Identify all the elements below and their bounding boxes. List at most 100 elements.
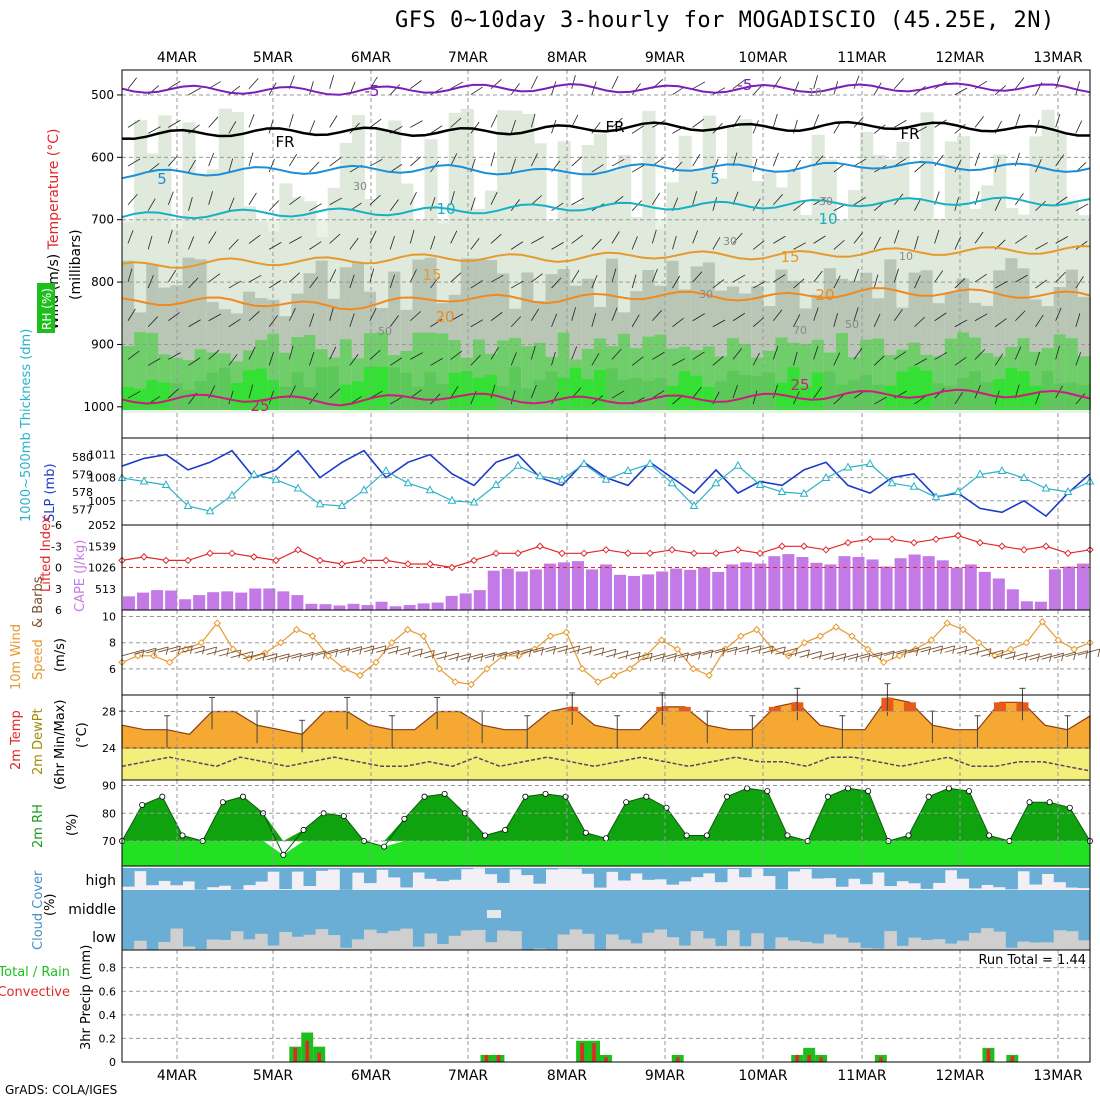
cloud-low-bar [1065,931,1079,950]
surface-wind-barb [359,646,363,655]
wind-barb [692,351,705,360]
cloud-high-bar [654,868,667,880]
run-total-label: Run Total = 1.44 [978,953,1086,968]
surface-wind-barb [339,646,362,654]
cloud-high-bar [884,868,897,887]
cape-bar [333,605,346,610]
wind-barb [873,124,886,134]
wind-barb [873,355,885,366]
rh-marker [724,793,731,800]
cloud-high-bar [158,868,171,881]
isotherm-line [121,287,1091,311]
wind-barb [591,238,602,250]
surface-wind-barb [928,646,931,655]
thickness-marker [139,476,149,485]
cape-bar [459,593,472,610]
wind-barb [591,274,598,289]
cloud-high-label: high [85,873,116,889]
rh-marker [643,793,650,800]
wind-speed-marker [864,645,872,653]
cape-bar [684,569,697,610]
wind-barb [1055,154,1065,167]
wind-barb [1035,351,1040,366]
isotherm-label: 5 [710,170,720,188]
rh-base-fill [122,841,1090,866]
wind-barb [873,396,887,405]
cape-bar [599,564,613,610]
cloud-low-bar [1053,930,1067,950]
surface-wind-barb [1017,653,1040,661]
cape-bar [992,578,1005,610]
cape-bar [1006,589,1019,610]
surface-wind-barb [177,645,181,655]
wind-barb [389,164,403,173]
thickness-marker [579,458,589,467]
isotherm-line [121,388,1091,407]
surface-wind-barb [1005,652,1028,660]
rh-column [872,384,886,410]
precip-ylabel: 3hr Precip (mm) [79,945,94,1050]
wind-barb [369,76,378,89]
wind-barb [1075,393,1086,405]
wind-barb [510,316,522,328]
surface-wind-barb [980,649,1004,657]
wind-barb [1035,314,1044,327]
rh-contour-label: 10 [899,250,913,263]
temp-tick: 24 [102,742,116,755]
wind-barb [974,313,988,322]
cloud-low-bar [557,934,571,950]
cloud-high-bar [134,868,147,872]
surface-wind-barb [666,652,689,660]
surface-wind-barb [775,647,798,655]
wind-barb [510,158,516,173]
cloud-high-bar [557,868,571,869]
rh-column [642,380,656,410]
wind-barb [611,348,622,360]
thickness-tick: 579 [72,469,93,482]
rh-column [884,385,898,410]
cloud-low-bar [364,929,377,950]
wind-barb [692,118,705,128]
cloud-high-bar [593,868,607,888]
wind-barb [672,317,684,328]
wind-speed-marker [372,658,380,667]
rh-marker [784,832,791,839]
surface-wind-barb [726,645,750,653]
surface-wind-barb [593,648,617,656]
rh-column [569,367,583,410]
surface-wind-barb [617,651,641,659]
cloud-low-bar [170,928,183,950]
wind-ylabel-units: (m/s) [53,638,68,672]
cape-bar [782,554,795,610]
wind-barb [611,390,625,399]
rh-high-fill [122,788,1090,842]
surface-wind-barb [956,646,980,654]
surface-wind-barb [509,648,532,656]
wind-speed-marker [340,665,348,673]
thickness-marker [227,490,237,499]
date-label-top: 9MAR [645,50,686,66]
thickness-marker [557,474,567,483]
wind-barb [611,158,625,167]
wind-barb [168,155,178,167]
wind-barb [772,113,778,128]
wind-barb [127,268,133,283]
wind-barb [369,158,383,167]
rh-column [436,383,450,410]
wind-barb [329,346,337,360]
surface-wind-barb [1065,650,1088,658]
cape-ylabel: CAPE (J/kg) [73,540,88,612]
rh-marker [239,793,246,800]
wind-speed-marker [943,619,951,627]
rh-column [1053,383,1067,410]
temp-units: (°C) [75,722,90,748]
wind-barb [389,235,395,250]
cloud-high-bar [702,868,716,874]
cape-bar [263,588,276,610]
surface-wind-barb [395,646,399,655]
cloud-low-bar [339,947,353,950]
cloud-low-bar [206,939,220,950]
rh-marker [1026,799,1033,806]
wind-barb [772,346,779,360]
li-marker [338,560,346,568]
